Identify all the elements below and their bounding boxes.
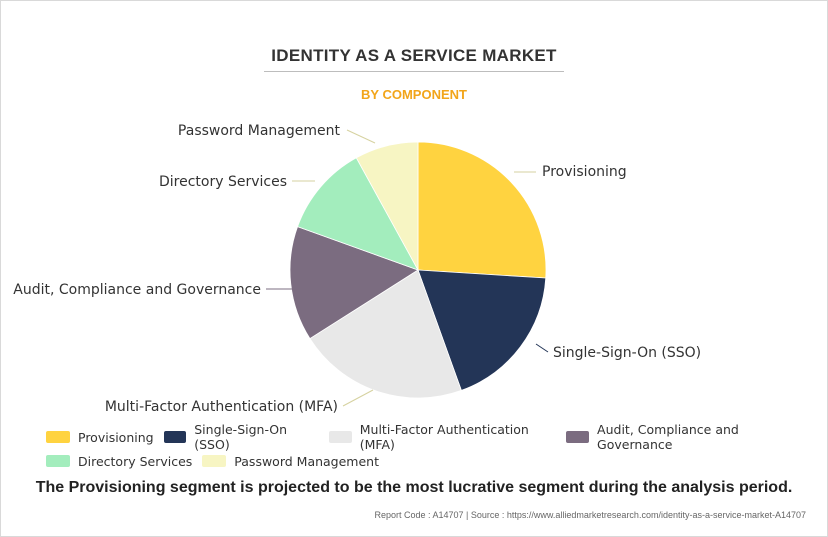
legend-label: Multi-Factor Authentication (MFA) [359, 422, 529, 452]
legend-label: Password Management [234, 453, 379, 469]
slice-label-password: Password Management [178, 123, 341, 139]
legend-swatch [202, 455, 227, 467]
pie-slice-audit[interactable] [289, 226, 419, 340]
legend-swatch [566, 431, 590, 443]
legend-row: Directory Services Password Management [46, 449, 816, 473]
leader-line-password [346, 129, 376, 144]
pie-slice-sso[interactable] [417, 269, 547, 391]
legend-row: Provisioning Single-Sign-On (SSO) Multi-… [46, 422, 816, 452]
slice-label-sso: Single-Sign-On (SSO) [553, 345, 701, 361]
legend-item-mfa[interactable]: Multi-Factor Authentication (MFA) [329, 422, 556, 452]
chart-caption: The Provisioning segment is projected to… [35, 479, 793, 496]
legend-item-provisioning[interactable]: Provisioning [46, 430, 154, 445]
source-footer: Report Code : A14707 | Source : https://… [374, 510, 806, 520]
legend-swatch [163, 431, 187, 443]
leader-line-sso [535, 343, 549, 353]
pie-slice-password[interactable] [355, 141, 419, 271]
legend-swatch [329, 431, 352, 443]
chart-title: IDENTITY AS A SERVICE MARKET [271, 46, 557, 65]
slice-label-directory: Directory Services [159, 174, 287, 190]
legend-swatch [46, 431, 70, 443]
chart-legend: Provisioning Single-Sign-On (SSO) Multi-… [46, 422, 816, 473]
leader-line-mfa [342, 389, 374, 407]
title-underline [264, 71, 564, 72]
chart-subtitle: BY COMPONENT [361, 87, 467, 102]
legend-label: Single-Sign-On (SSO) [194, 422, 288, 452]
legend-swatch [46, 455, 70, 467]
pie-slice-provisioning[interactable] [417, 141, 547, 279]
legend-label: Directory Services [78, 453, 193, 469]
legend-item-sso[interactable]: Single-Sign-On (SSO) [163, 422, 319, 452]
slice-label-mfa: Multi-Factor Authentication (MFA) [105, 399, 338, 415]
slice-label-provisioning: Provisioning [542, 164, 627, 180]
legend-label: Provisioning [78, 429, 154, 445]
legend-item-audit[interactable]: Audit, Compliance and Governance [566, 422, 806, 452]
legend-label: Audit, Compliance and Governance [597, 422, 739, 452]
pie-slice-mfa[interactable] [309, 269, 462, 399]
pie-slice-directory[interactable] [297, 157, 419, 271]
legend-item-directory[interactable]: Directory Services [46, 454, 192, 469]
legend-item-password[interactable]: Password Management [202, 454, 379, 469]
slice-label-audit: Audit, Compliance and Governance [13, 282, 261, 298]
